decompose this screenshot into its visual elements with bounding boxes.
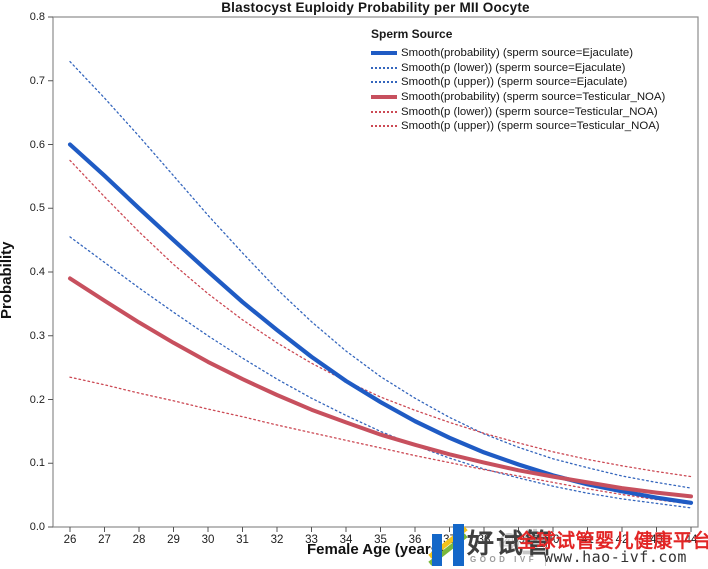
x-tick-label: 37	[443, 534, 456, 546]
x-tick-label: 29	[167, 534, 180, 546]
y-axis-label: Probability	[0, 241, 15, 319]
x-tick-label: 31	[236, 534, 249, 546]
series-solid-line	[68, 276, 693, 499]
legend-item-label: Smooth(probability) (sperm source=Testic…	[401, 91, 666, 104]
legend-item-label: Smooth(probability) (sperm source=Ejacul…	[401, 47, 634, 60]
x-tick-label: 40	[546, 534, 560, 546]
legend-item: Smooth(probability) (sperm source=Ejacul…	[371, 46, 665, 61]
y-tick-label: 0.6	[29, 138, 45, 151]
x-tick-label: 36	[408, 534, 422, 546]
x-tick-label: 41	[581, 534, 594, 546]
x-tick-label: 32	[270, 534, 284, 546]
x-tick-label: 30	[201, 534, 215, 546]
legend-item-label: Smooth(p (upper)) (sperm source=Testicul…	[401, 120, 660, 133]
x-tick-label: 42	[615, 534, 629, 546]
dotted-line-swatch-icon	[371, 125, 397, 128]
x-tick-label: 34	[339, 534, 353, 546]
x-tick-label: 26	[63, 534, 77, 546]
solid-line-swatch-icon	[371, 51, 397, 56]
x-tick-label: 38	[477, 534, 491, 546]
legend-item: Smooth(p (upper)) (sperm source=Ejaculat…	[371, 75, 665, 90]
legend: Sperm Source Smooth(probability) (sperm …	[371, 27, 665, 134]
x-tick-label: 39	[512, 534, 525, 546]
series-solid-line	[67, 142, 694, 505]
x-tick-label: 44	[684, 534, 698, 546]
y-tick-label: 0.7	[29, 74, 45, 87]
legend-item-label: Smooth(p (lower)) (sperm source=Testicul…	[401, 105, 658, 118]
series-dotted-line	[69, 159, 692, 478]
y-tick-label: 0.0	[29, 521, 45, 533]
x-tick-label: 35	[374, 534, 387, 546]
legend-item: Smooth(p (upper)) (sperm source=Testicul…	[371, 119, 665, 134]
y-tick-label: 0.5	[29, 202, 45, 215]
x-tick-label: 43	[650, 534, 663, 546]
legend-item-label: Smooth(p (lower)) (sperm source=Ejaculat…	[401, 61, 626, 74]
x-axis-label: Female Age (years)	[306, 541, 444, 558]
dotted-line-swatch-icon	[371, 66, 397, 69]
solid-line-swatch-icon	[371, 95, 397, 100]
series-dotted-line	[69, 376, 692, 505]
y-tick-label: 0.4	[29, 266, 45, 278]
y-tick-label: 0.3	[29, 329, 45, 342]
legend-item: Smooth(probability) (sperm source=Testic…	[371, 90, 665, 105]
series-dotted-line	[69, 60, 692, 489]
y-tick-label: 0.2	[29, 393, 45, 406]
legend-items: Smooth(probability) (sperm source=Ejacul…	[371, 46, 665, 134]
x-tick-label: 28	[132, 534, 146, 546]
legend-title: Sperm Source	[371, 27, 453, 41]
series-dotted-line	[69, 236, 692, 509]
chart-title: Blastocyst Euploidy Probability per MII …	[221, 0, 530, 15]
dotted-line-swatch-icon	[371, 110, 397, 113]
x-tick-label: 27	[98, 534, 111, 546]
legend-item: Smooth(p (lower)) (sperm source=Testicul…	[371, 104, 665, 119]
x-tick-label: 33	[305, 534, 318, 546]
y-tick-label: 0.8	[29, 11, 45, 23]
y-tick-label: 0.1	[29, 457, 45, 470]
dotted-line-swatch-icon	[371, 81, 397, 84]
legend-item-label: Smooth(p (upper)) (sperm source=Ejaculat…	[401, 76, 628, 89]
legend-item: Smooth(p (lower)) (sperm source=Ejaculat…	[371, 61, 665, 76]
